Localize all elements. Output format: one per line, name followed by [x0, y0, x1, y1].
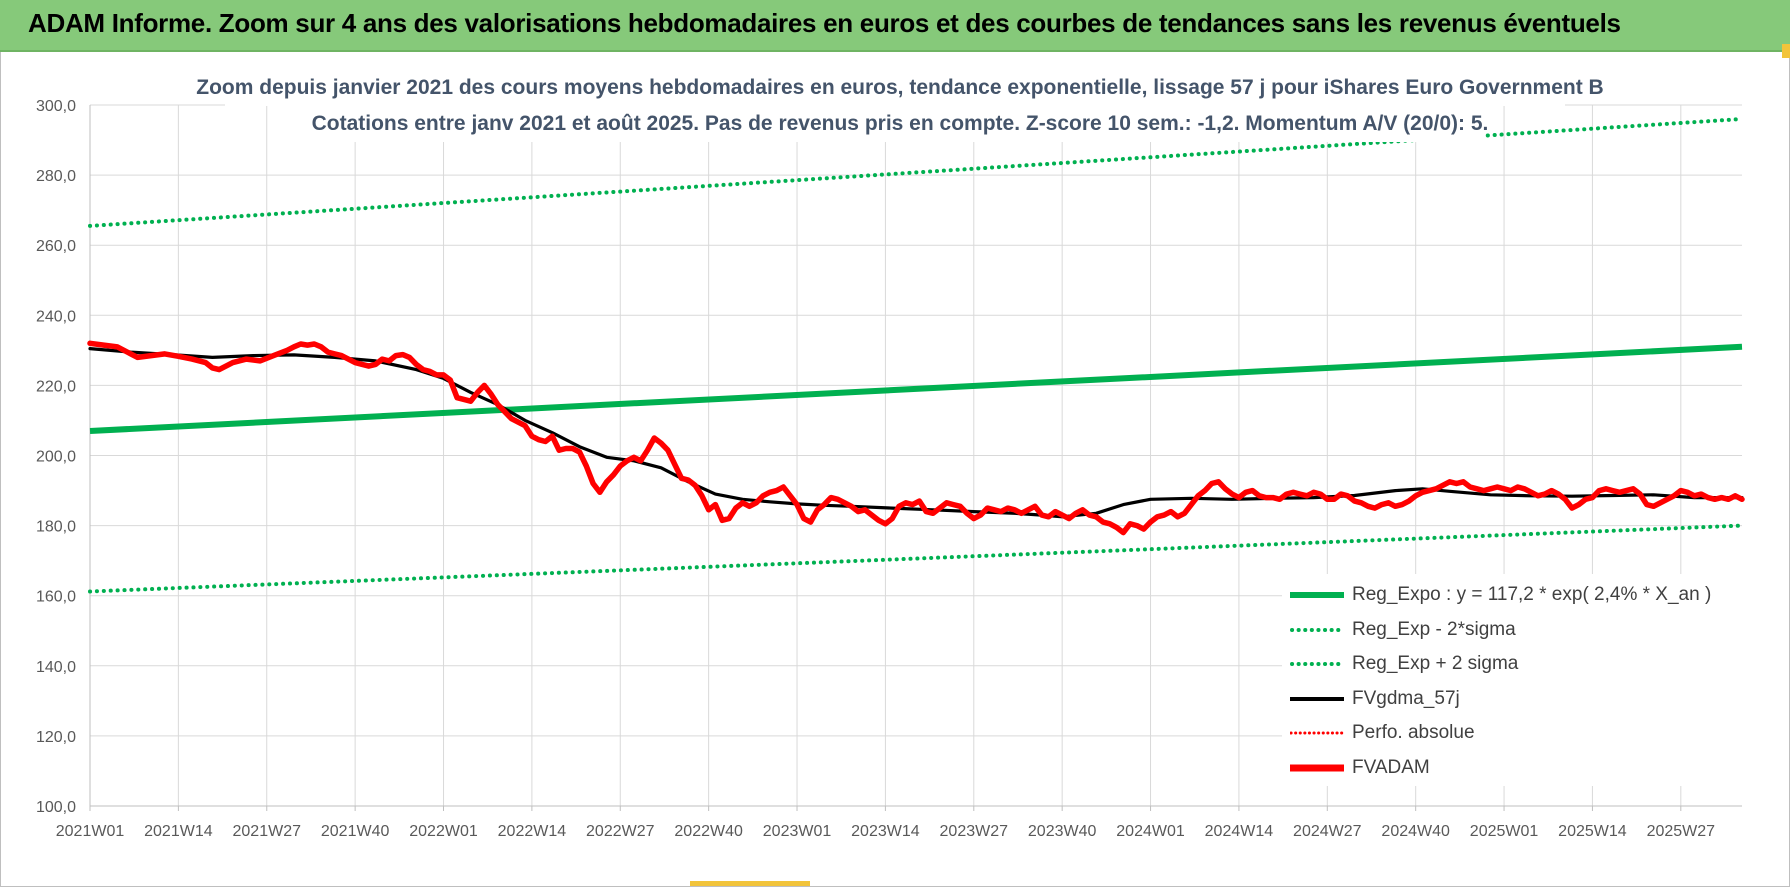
legend-label-reg-expo: Reg_Expo : y = 117,2 * exp( 2,4% * X_an …	[1352, 584, 1712, 606]
legend-item-reg-expo: Reg_Expo : y = 117,2 * exp( 2,4% * X_an …	[1290, 578, 1770, 613]
x-tick-label: 2023W40	[1028, 823, 1097, 840]
legend-label-reg-exp-plus: Reg_Exp + 2 sigma	[1352, 653, 1519, 675]
title-banner: ADAM Informe. Zoom sur 4 ans des valoris…	[0, 0, 1790, 58]
legend-swatch-reg-exp-minus	[1290, 627, 1344, 632]
banner-corner-accent	[1782, 44, 1790, 58]
y-tick-label: 260,0	[36, 238, 76, 255]
x-tick-label: 2024W14	[1205, 823, 1274, 840]
chart-title-line-2: Cotations entre janv 2021 et août 2025. …	[311, 112, 1489, 135]
series-line-0	[89, 343, 1743, 434]
x-tick-label: 2023W27	[940, 823, 1009, 840]
x-tick-label: 2023W01	[763, 823, 832, 840]
bottom-accent-mark	[690, 881, 810, 886]
banner-title: ADAM Informe. Zoom sur 4 ans des valoris…	[28, 8, 1621, 38]
y-tick-label: 280,0	[36, 168, 76, 185]
x-tick-label: 2023W14	[851, 823, 920, 840]
legend-item-fvadam: FVADAM	[1290, 751, 1770, 786]
axis-layer: 300,0 280,0 260,0 240,0 220,0 200,0 180,0 160,0…	[36, 98, 1742, 840]
chart-legend: Reg_Expo : y = 117,2 * exp( 2,4% * X_an …	[1290, 578, 1770, 785]
y-tick-label: 220,0	[36, 378, 76, 395]
y-tick-label: 100,0	[36, 799, 76, 816]
title-backdrop-2	[305, 106, 1485, 142]
x-tick-label: 2025W01	[1470, 823, 1539, 840]
title-backdrop-1	[225, 70, 1565, 106]
x-tick-label: 2021W01	[56, 823, 125, 840]
series-line-5	[87, 340, 1745, 536]
x-tick-label: 2024W01	[1116, 823, 1185, 840]
x-tick-label: 2025W27	[1647, 823, 1716, 840]
legend-label-reg-exp-minus: Reg_Exp - 2*sigma	[1352, 618, 1516, 640]
legend-label-perfo-absolue: Perfo. absolue	[1352, 722, 1475, 744]
legend-label-fvadam: FVADAM	[1352, 756, 1430, 778]
x-tick-label: 2021W40	[321, 823, 390, 840]
legend-swatch-fvgdma	[1290, 696, 1344, 701]
legend-swatch-fvadam	[1290, 764, 1344, 772]
x-tick-label: 2022W27	[586, 823, 655, 840]
series-layer	[87, 117, 1745, 594]
x-tick-label: 2021W14	[144, 823, 213, 840]
legend-item-reg-exp-plus: Reg_Exp + 2 sigma	[1290, 647, 1770, 682]
x-tick-label: 2025W14	[1558, 823, 1627, 840]
legend-swatch-reg-expo	[1290, 592, 1344, 599]
y-tick-label: 120,0	[36, 729, 76, 746]
legend-item-fvgdma: FVgdma_57j	[1290, 682, 1770, 717]
y-tick-label: 200,0	[36, 449, 76, 466]
legend-swatch-perfo-absolue	[1290, 731, 1344, 735]
y-tick-label: 160,0	[36, 589, 76, 606]
x-tick-label: 2024W27	[1293, 823, 1362, 840]
chart-title: Zoom depuis janvier 2021 des cours moyen…	[150, 70, 1650, 142]
y-tick-label: 140,0	[36, 659, 76, 676]
x-tick-label: 2021W27	[233, 823, 302, 840]
x-tick-label: 2022W14	[498, 823, 567, 840]
legend-item-perfo-absolue: Perfo. absolue	[1290, 716, 1770, 751]
legend-backdrop	[1282, 574, 1742, 786]
legend-label-fvgdma: FVgdma_57j	[1352, 687, 1460, 709]
y-tick-label: 180,0	[36, 519, 76, 536]
legend-item-reg-exp-minus: Reg_Exp - 2*sigma	[1290, 613, 1770, 648]
y-tick-label: 300,0	[36, 98, 76, 115]
x-tick-label: 2022W01	[409, 823, 478, 840]
x-tick-label: 2022W40	[674, 823, 743, 840]
x-tick-label: 2024W40	[1381, 823, 1450, 840]
legend-swatch-reg-exp-plus	[1290, 662, 1344, 667]
series-line-1	[88, 523, 1744, 594]
chart-title-line-1: Zoom depuis janvier 2021 des cours moyen…	[196, 76, 1604, 99]
y-tick-label: 240,0	[36, 308, 76, 325]
series-line-3	[88, 347, 1744, 519]
